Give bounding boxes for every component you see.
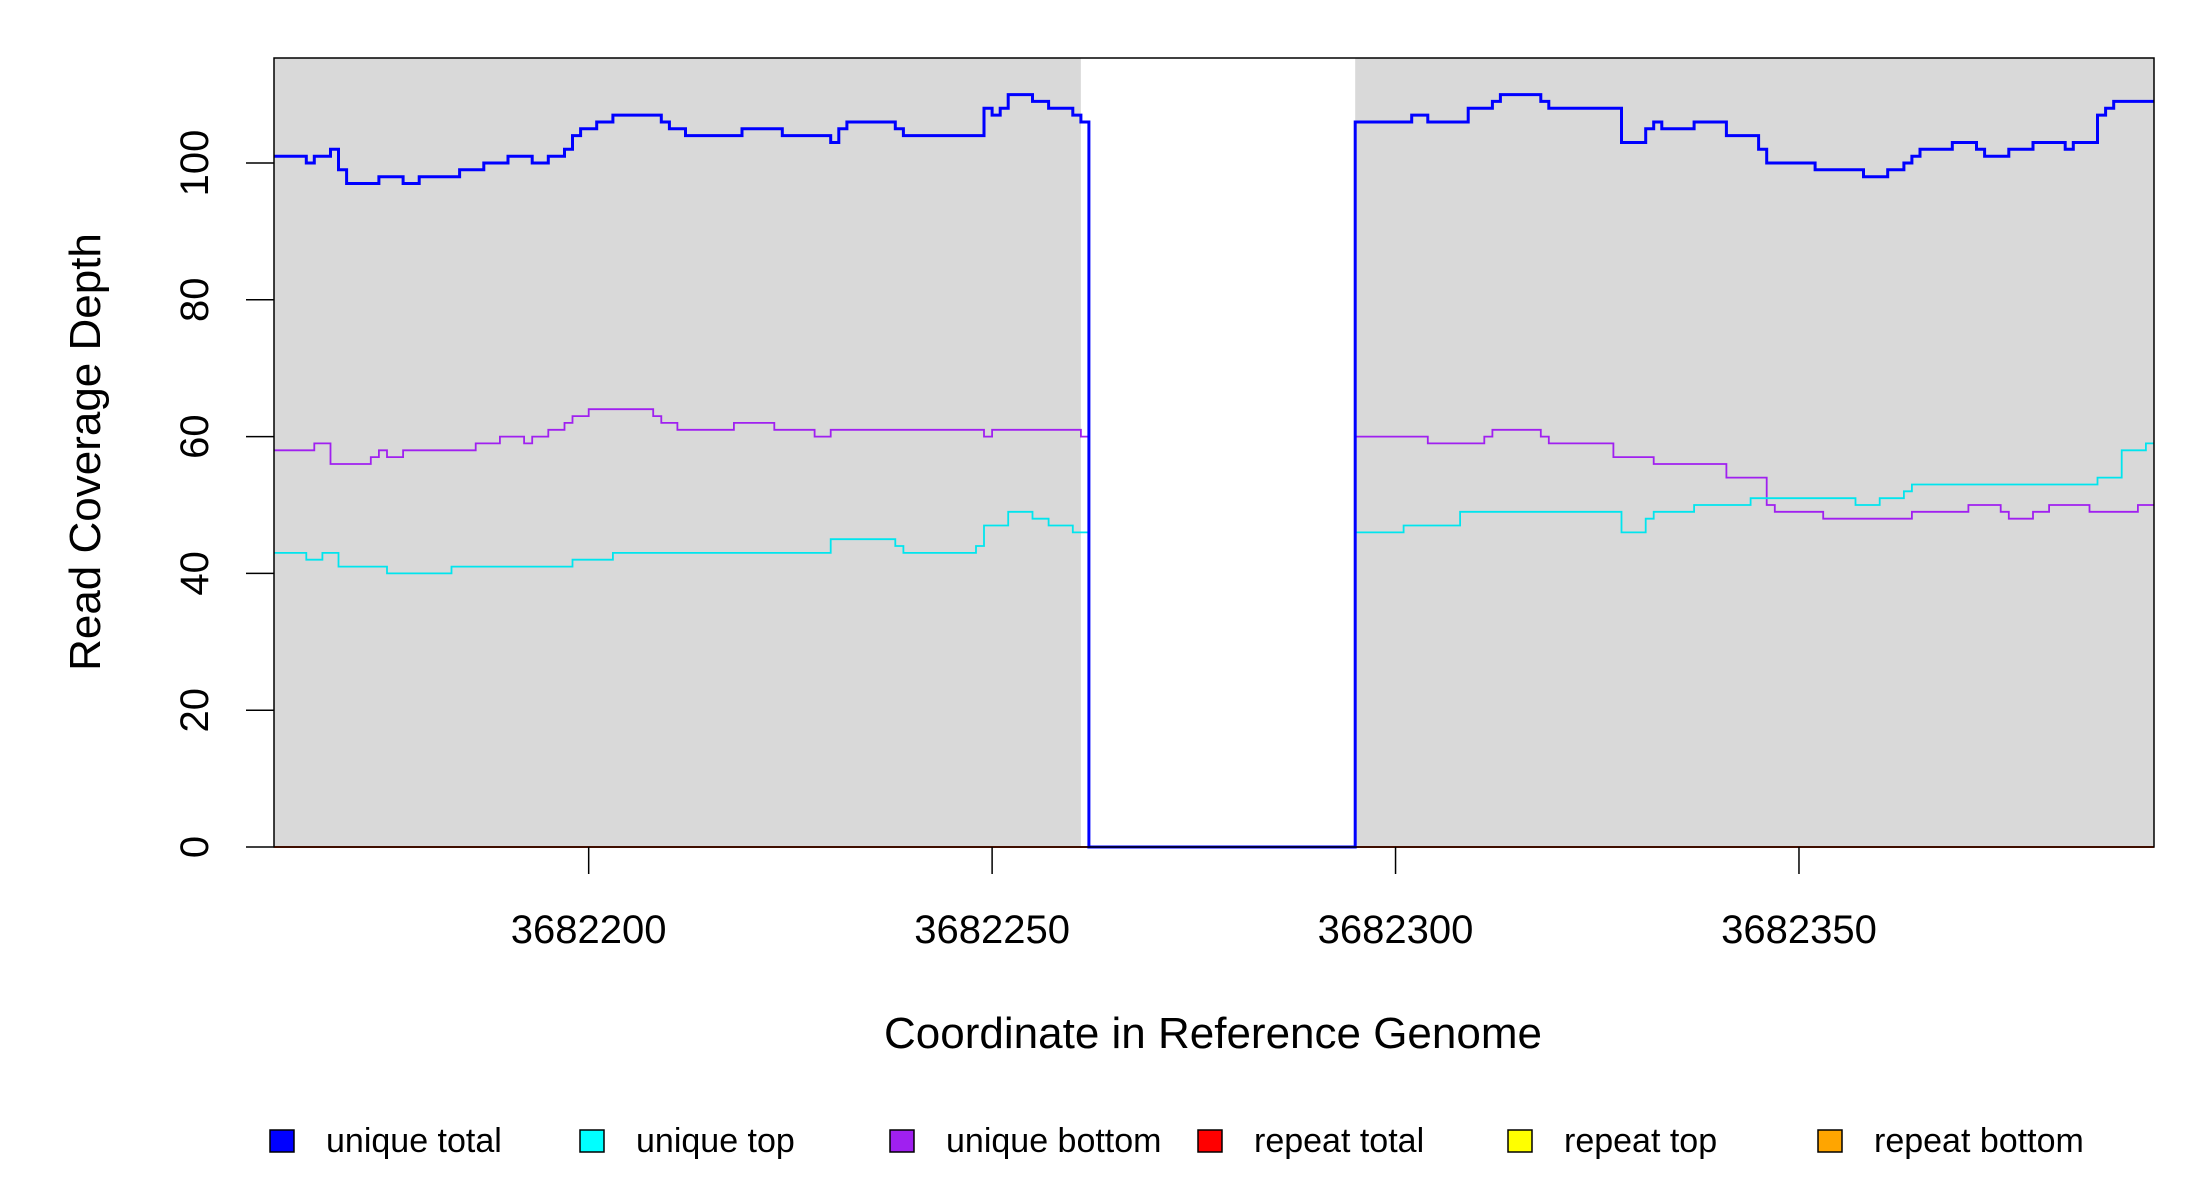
legend-label-unique-total: unique total xyxy=(326,1122,502,1160)
x-tick-label: 3682350 xyxy=(1721,908,1877,952)
shaded-regions xyxy=(274,58,2154,847)
shaded-region-2 xyxy=(1355,58,2154,847)
y-tick-label: 100 xyxy=(173,130,217,197)
legend: unique total unique top unique bottom repea… xyxy=(269,1122,2084,1160)
x-axis-label: Coordinate in Reference Genome xyxy=(884,1009,1542,1058)
legend-label-unique-bottom: unique bottom xyxy=(946,1122,1162,1160)
legend-swatch-unique-top xyxy=(579,1129,605,1153)
legend-swatch-repeat-top xyxy=(1507,1129,1533,1153)
y-tick-label: 60 xyxy=(173,414,217,459)
legend-label-repeat-bottom: repeat bottom xyxy=(1874,1122,2084,1160)
legend-swatch-unique-total xyxy=(269,1129,295,1153)
y-axis-label: Read Coverage Depth xyxy=(61,233,110,671)
x-axis: 3682200 3682250 3682300 3682350 xyxy=(511,847,1877,952)
legend-label-repeat-top: repeat top xyxy=(1564,1122,1717,1160)
legend-label-repeat-total: repeat total xyxy=(1254,1122,1424,1160)
y-tick-label: 20 xyxy=(173,688,217,733)
plot-frame xyxy=(273,57,2155,848)
y-axis: 0 20 40 60 80 100 xyxy=(173,130,274,858)
y-tick-label: 80 xyxy=(173,278,217,323)
y-tick-label: 0 xyxy=(173,836,217,858)
series-line-unique-bottom xyxy=(274,408,2154,848)
x-tick-label: 3682300 xyxy=(1318,908,1474,952)
legend-swatch-repeat-bottom xyxy=(1817,1129,1843,1153)
legend-swatch-unique-bottom xyxy=(889,1129,915,1153)
x-tick-label: 3682200 xyxy=(511,908,667,952)
shaded-region-1 xyxy=(274,58,1081,847)
x-tick-label: 3682250 xyxy=(914,908,1070,952)
series-line-unique-total xyxy=(274,93,2154,849)
legend-swatch-repeat-total xyxy=(1197,1129,1223,1153)
legend-label-unique-top: unique top xyxy=(636,1122,795,1160)
y-tick-label: 40 xyxy=(173,551,217,596)
